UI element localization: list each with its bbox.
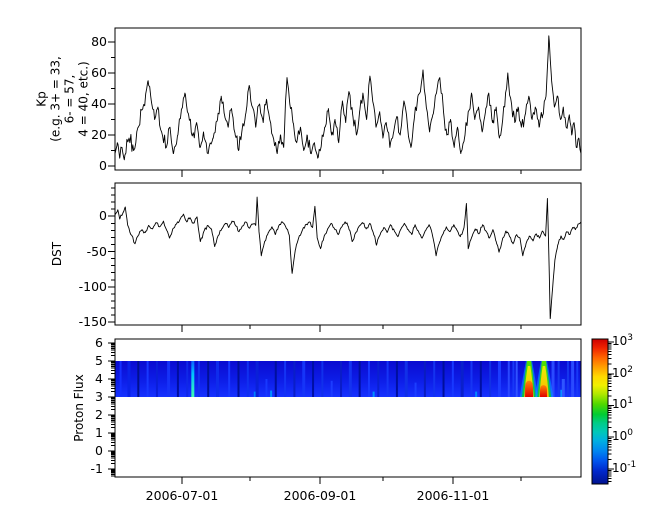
y-tick-label: 6 [95, 334, 103, 350]
spectrogram-striation [451, 360, 454, 398]
colorbar-tick-label: 103 [612, 333, 634, 348]
spectrogram-striation [507, 360, 510, 398]
spectrogram-striation [321, 360, 324, 398]
spectrogram-striation [228, 360, 231, 398]
proton-event-streak [191, 360, 195, 398]
spectrogram-striation [460, 360, 464, 398]
spectrogram-striation [395, 360, 398, 398]
y-tick-label: 40 [91, 95, 107, 111]
spectrogram-striation [560, 389, 563, 398]
spectrogram-striation [137, 360, 140, 398]
colorbar-gradient [592, 339, 608, 484]
spectrogram-striation [246, 360, 249, 398]
y-tick-label: -150 [78, 314, 107, 330]
colorbar-exponent: 0 [627, 428, 634, 439]
y-tick-label: -50 [86, 243, 107, 259]
y-tick-label: -100 [78, 278, 107, 294]
colorbar-exponent: 2 [627, 364, 634, 375]
colorbar-exponent: 1 [627, 396, 634, 407]
spectrogram-striation [479, 360, 482, 398]
spectrogram-striation [270, 390, 273, 398]
spectrogram-striation [176, 360, 179, 398]
spectrogram-striation [489, 360, 492, 398]
spectrogram-striation [293, 360, 296, 398]
spectrogram-striation [512, 360, 515, 398]
y-tick-label: 0 [95, 443, 103, 458]
spectrogram-striation [515, 360, 518, 398]
colorbar-frame [591, 338, 609, 485]
y-tick-label: 5 [95, 352, 103, 368]
flame-core [525, 380, 534, 398]
spectrogram-striation [566, 360, 569, 398]
spectrogram-striation [551, 360, 555, 398]
colorbar-exponent: 3 [627, 333, 634, 343]
kp-panel-frame [114, 27, 582, 171]
spectrogram-striation [146, 360, 149, 398]
spectrogram-striation [284, 360, 287, 398]
spectrogram-striation [358, 360, 361, 398]
spectrogram-striation [216, 360, 220, 398]
y-tick-label: 2 [95, 407, 103, 422]
spectrogram-striation [404, 360, 408, 398]
flame-core [539, 385, 547, 398]
y-tick-label: 1 [95, 425, 103, 440]
spectrogram-striation [265, 378, 268, 398]
spectrogram-striation [372, 391, 375, 398]
spectrogram-striation [377, 360, 380, 398]
spectrogram-striation [561, 378, 565, 398]
spectrogram-striation [470, 360, 473, 398]
x-tick-label: 2006-11-01 [416, 488, 490, 503]
spectrogram-striation [348, 360, 352, 398]
spectrogram-striation [207, 360, 210, 398]
spectrogram-striation [367, 360, 370, 398]
spectrogram-striation [497, 360, 501, 398]
spectrogram-striation [340, 360, 343, 398]
spectrogram-striation [237, 360, 240, 398]
y-tick-label: 0 [99, 208, 107, 224]
spectrogram-striation [302, 360, 306, 398]
spectrogram-striation [576, 360, 579, 398]
x-tick-label: 2006-07-01 [145, 488, 219, 503]
dst-series-line [114, 196, 582, 320]
y-tick-label: 80 [91, 33, 107, 49]
colorbar-tick-label: 101 [612, 396, 634, 412]
spectrogram-striation [433, 360, 436, 398]
y-tick-label: 0 [99, 157, 107, 173]
spectrogram-striation [197, 360, 200, 398]
spectrogram-striation [312, 360, 315, 398]
spectrogram-striation [253, 391, 256, 398]
kp-series-line [114, 35, 582, 161]
spectrogram-striation [155, 360, 158, 398]
spectrogram-striation [423, 360, 426, 398]
spectrogram-striation [386, 360, 389, 398]
y-tick-label: -1 [90, 461, 103, 476]
x-tick-label: 2006-09-01 [283, 488, 357, 503]
y-tick-label: 4 [95, 370, 103, 386]
colorbar-tick-label: 10-1 [612, 459, 637, 475]
colorbar-tick-label: 100 [612, 428, 634, 444]
spectrogram-striation [475, 391, 478, 398]
spectrogram-striation [167, 360, 171, 398]
dst-panel-frame [114, 182, 582, 326]
spectrogram-striation [119, 360, 122, 398]
y-tick-label: 3 [95, 389, 103, 404]
spectrogram-striation [186, 360, 189, 398]
spectrogram-striation [414, 382, 417, 398]
colorbar-tick-label: 102 [612, 364, 634, 380]
spectrogram-striation [330, 380, 333, 398]
spectrogram-striation [274, 360, 277, 398]
spectrogram-striation [571, 360, 575, 398]
proton-panel-frame [114, 338, 582, 478]
spectrogram-striation [127, 360, 131, 398]
spectrogram-band [115, 360, 581, 398]
spectrogram-striation [557, 360, 560, 398]
y-tick-label: 60 [91, 64, 107, 80]
spectrogram-striation [255, 360, 259, 398]
colorbar-exponent: -1 [627, 459, 637, 470]
y-tick-label: 20 [91, 126, 107, 142]
spectrogram-striation [442, 360, 445, 398]
